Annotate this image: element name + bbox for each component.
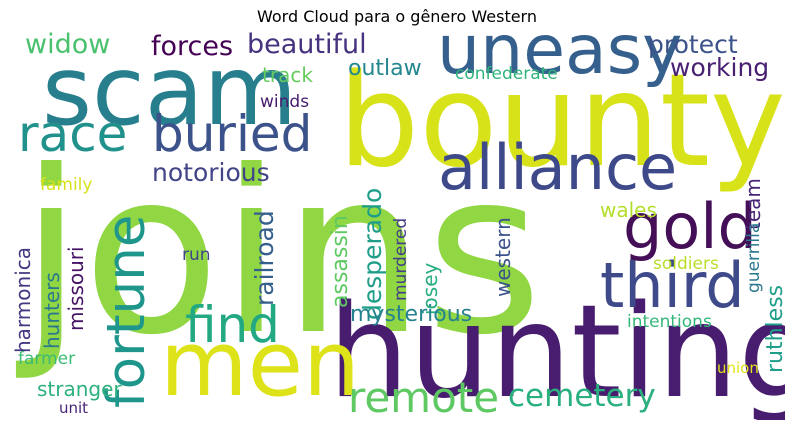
- word-track: track: [262, 63, 313, 87]
- word-guerrilla: guerrilla: [744, 222, 764, 293]
- word-forces: forces: [151, 31, 234, 62]
- word-hunters: hunters: [40, 272, 64, 349]
- word-mysterious: mysterious: [350, 302, 473, 327]
- word-unit: unit: [59, 399, 89, 417]
- word-assassin: assassin: [328, 215, 353, 308]
- word-men: men: [160, 312, 361, 417]
- word-third: third: [600, 249, 745, 322]
- word-farmer: farmer: [18, 349, 76, 369]
- word-race: race: [18, 105, 128, 163]
- word-cemetery: cemetery: [508, 378, 656, 414]
- word-joins: joins: [20, 123, 543, 385]
- word-run: run: [182, 245, 211, 265]
- word-western: western: [491, 217, 515, 297]
- word-murdered: murdered: [391, 217, 411, 301]
- word-soldiers: soldiers: [653, 254, 719, 274]
- word-union: union: [717, 359, 759, 377]
- word-cloud: joins hunting bounty scam men uneasy all…: [10, 30, 785, 420]
- word-working: working: [670, 53, 770, 82]
- word-confederate: confederate: [455, 64, 558, 84]
- word-outlaw: outlaw: [348, 56, 422, 81]
- word-hunting: hunting: [328, 278, 785, 420]
- word-missouri: missouri: [64, 246, 88, 331]
- word-widow: widow: [25, 30, 111, 60]
- word-protect: protect: [648, 30, 738, 59]
- word-desperado: desperado: [358, 187, 387, 320]
- word-alliance: alliance: [438, 131, 678, 204]
- word-gold: gold: [623, 190, 757, 263]
- word-bounty: bounty: [338, 47, 785, 196]
- word-find: find: [185, 296, 280, 354]
- word-ruthless: ruthless: [763, 284, 785, 373]
- word-railroad: railroad: [250, 210, 279, 306]
- word-stranger: stranger: [37, 377, 122, 401]
- word-scam: scam: [42, 35, 298, 147]
- chart-title: Word Cloud para o gênero Western: [256, 7, 537, 26]
- word-intentions: intentions: [627, 312, 712, 332]
- word-buried: buried: [152, 105, 313, 163]
- word-wales: wales: [600, 198, 657, 222]
- word-remote: remote: [348, 373, 500, 420]
- word-uneasy: uneasy: [437, 30, 683, 90]
- word-beautiful: beautiful: [247, 30, 367, 60]
- word-harmonica: harmonica: [11, 246, 35, 353]
- word-family: family: [40, 175, 93, 195]
- word-notorious: notorious: [152, 158, 270, 187]
- word-winds: winds: [260, 92, 310, 112]
